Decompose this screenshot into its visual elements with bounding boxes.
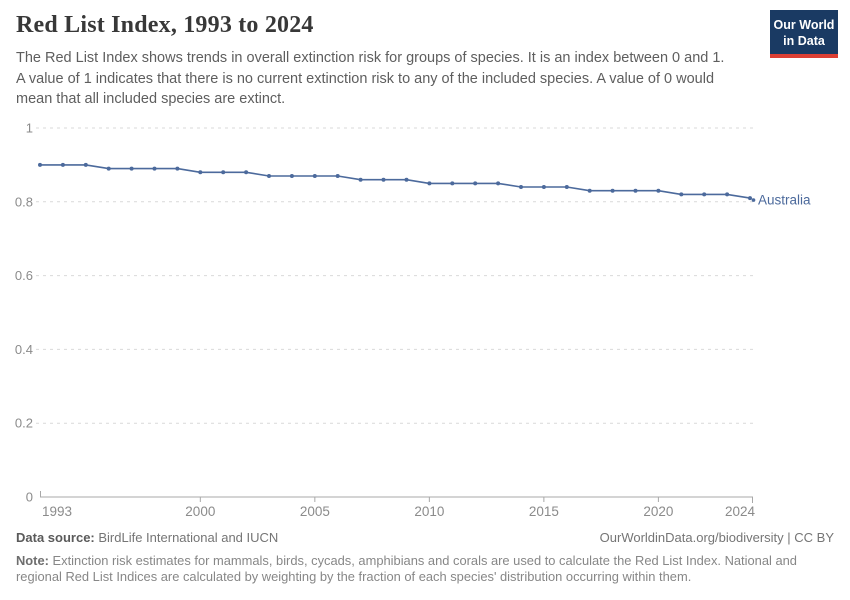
data-point bbox=[404, 177, 409, 182]
owid-logo[interactable]: Our World in Data bbox=[770, 10, 838, 58]
chart-area: 0 0.2 0.4 0.6 0.8 1 1993 2000 2005 2010 2015 2020 20… bbox=[0, 115, 850, 520]
data-point bbox=[106, 166, 111, 171]
data-point bbox=[450, 181, 455, 186]
y-tick-label: 0 bbox=[26, 490, 33, 505]
data-point bbox=[702, 192, 707, 197]
chart-header: Red List Index, 1993 to 2024 The Red Lis… bbox=[16, 12, 761, 110]
data-point bbox=[60, 162, 65, 167]
chart-note-label: Note: bbox=[16, 553, 49, 568]
x-tick-label: 2010 bbox=[414, 504, 444, 519]
data-point bbox=[564, 185, 569, 189]
owid-logo-line2: in Data bbox=[783, 34, 825, 48]
data-point bbox=[38, 162, 42, 167]
data-point bbox=[610, 188, 615, 193]
data-point bbox=[427, 181, 432, 186]
data-point bbox=[358, 177, 363, 182]
data-point bbox=[541, 185, 546, 189]
owid-license-link[interactable]: OurWorldinData.org/biodiversity | CC BY bbox=[599, 530, 834, 545]
y-tick-label: 0.8 bbox=[15, 194, 33, 209]
data-point bbox=[198, 170, 203, 175]
y-tick-label: 0.4 bbox=[15, 342, 33, 357]
data-point bbox=[221, 170, 226, 175]
chart-subtitle: The Red List Index shows trends in overa… bbox=[16, 50, 725, 107]
y-tick-label: 0.6 bbox=[15, 268, 33, 283]
x-tick-label: 2020 bbox=[643, 504, 673, 519]
y-tick-label: 1 bbox=[26, 121, 33, 136]
series-label: Australia bbox=[758, 193, 811, 208]
chart-note-text: Extinction risk estimates for mammals, b… bbox=[16, 553, 797, 584]
data-point bbox=[519, 185, 523, 189]
data-point bbox=[496, 181, 501, 186]
data-point bbox=[748, 196, 752, 201]
data-point bbox=[656, 188, 661, 193]
data-source-text: BirdLife International and IUCN bbox=[94, 530, 279, 545]
y-tick-label: 0.2 bbox=[15, 416, 33, 431]
data-point bbox=[679, 192, 684, 197]
data-point bbox=[381, 177, 386, 182]
x-tick-label: 2015 bbox=[529, 504, 559, 519]
chart-svg: 0 0.2 0.4 0.6 0.8 1 1993 2000 2005 2010 2015 2020 20… bbox=[15, 121, 811, 520]
data-point bbox=[175, 166, 180, 171]
series-label-dot bbox=[751, 198, 756, 202]
data-source-label: Data source: bbox=[16, 530, 95, 545]
data-point bbox=[83, 162, 88, 167]
x-tick-label: 2005 bbox=[300, 504, 330, 519]
x-tick-label: 2024 bbox=[725, 504, 756, 519]
x-tick-label: 2000 bbox=[185, 504, 215, 519]
data-point bbox=[152, 166, 157, 171]
data-point bbox=[312, 174, 317, 178]
page-title: Red List Index, 1993 to 2024 bbox=[16, 12, 314, 38]
x-tick-label: 1993 bbox=[42, 504, 72, 519]
data-point bbox=[267, 174, 271, 178]
data-point bbox=[335, 174, 340, 178]
data-point bbox=[244, 170, 249, 175]
data-point bbox=[289, 174, 294, 178]
data-source: Data source: BirdLife International and … bbox=[16, 530, 278, 545]
owid-logo-line1: Our World bbox=[773, 18, 835, 32]
data-point bbox=[633, 188, 638, 193]
data-line bbox=[40, 164, 751, 199]
chart-footer: Data source: BirdLife International and … bbox=[16, 530, 834, 597]
chart-note: Note: Extinction risk estimates for mamm… bbox=[16, 553, 834, 584]
data-point bbox=[587, 188, 592, 193]
data-point bbox=[473, 181, 478, 186]
data-point bbox=[129, 166, 134, 171]
data-point bbox=[725, 192, 730, 197]
